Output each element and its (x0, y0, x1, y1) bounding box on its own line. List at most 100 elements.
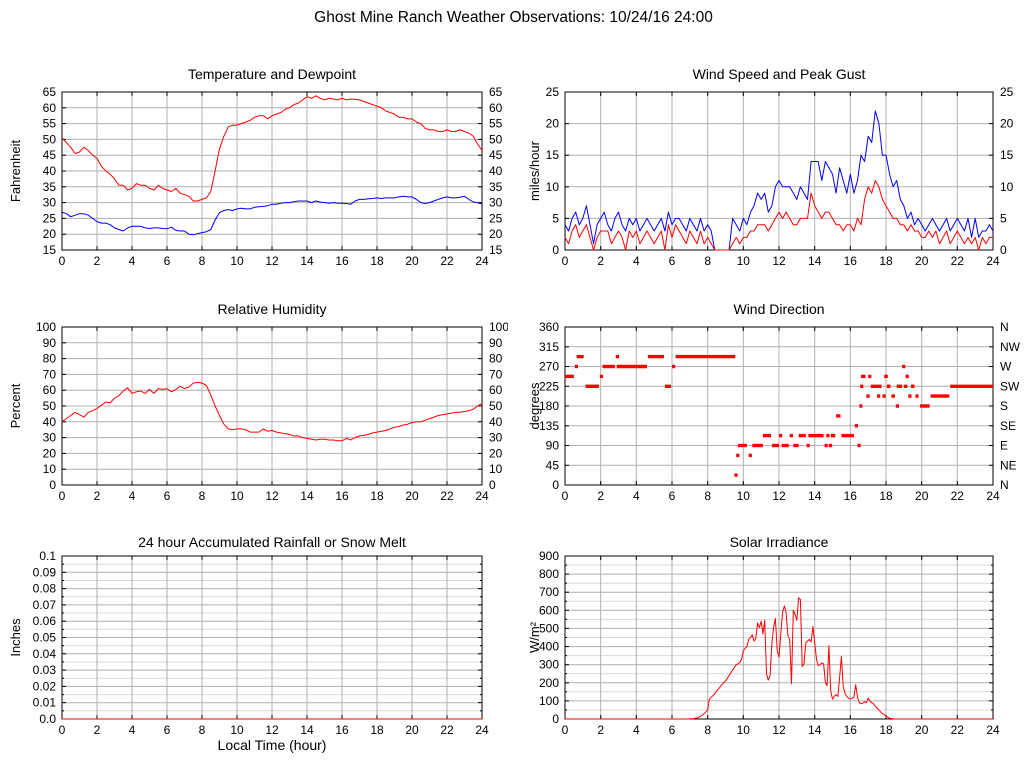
svg-text:22: 22 (951, 254, 965, 268)
svg-text:18: 18 (370, 254, 384, 268)
svg-text:315: 315 (539, 340, 559, 354)
svg-text:E: E (1000, 439, 1008, 453)
svg-text:6: 6 (669, 489, 676, 503)
svg-text:0: 0 (59, 254, 66, 268)
svg-text:10: 10 (230, 254, 244, 268)
svg-text:10: 10 (737, 254, 751, 268)
svg-text:800: 800 (539, 567, 559, 581)
svg-text:0.1: 0.1 (39, 549, 56, 563)
svg-text:15: 15 (43, 243, 57, 257)
svg-text:16: 16 (844, 254, 858, 268)
svg-text:900: 900 (539, 549, 559, 563)
svg-text:10: 10 (230, 723, 244, 737)
svg-text:2: 2 (597, 723, 604, 737)
svg-text:0.05: 0.05 (33, 631, 57, 645)
svg-text:70: 70 (489, 367, 503, 381)
svg-text:24: 24 (986, 254, 1000, 268)
svg-text:15: 15 (489, 243, 503, 257)
svg-text:18: 18 (879, 489, 893, 503)
svg-text:4: 4 (129, 254, 136, 268)
svg-text:0: 0 (49, 478, 56, 492)
svg-text:16: 16 (335, 489, 349, 503)
svg-text:16: 16 (335, 254, 349, 268)
svg-text:40: 40 (489, 415, 503, 429)
svg-text:12: 12 (772, 254, 786, 268)
svg-text:35: 35 (489, 180, 503, 194)
svg-text:100: 100 (489, 320, 508, 334)
svg-text:90: 90 (43, 336, 57, 350)
svg-text:700: 700 (539, 585, 559, 599)
svg-text:25: 25 (43, 211, 57, 225)
svg-text:80: 80 (489, 352, 503, 366)
svg-text:22: 22 (440, 723, 454, 737)
svg-text:16: 16 (844, 723, 858, 737)
x-axis-label: Local Time (hour) (217, 737, 327, 753)
svg-text:10: 10 (43, 462, 57, 476)
svg-text:0.06: 0.06 (33, 614, 57, 628)
svg-text:2: 2 (94, 723, 101, 737)
svg-text:14: 14 (300, 489, 314, 503)
svg-text:N: N (1000, 320, 1009, 334)
svg-text:2: 2 (94, 254, 101, 268)
svg-text:90: 90 (546, 439, 560, 453)
svg-text:12: 12 (265, 489, 279, 503)
svg-text:45: 45 (489, 148, 503, 162)
svg-text:80: 80 (43, 352, 57, 366)
svg-text:35: 35 (43, 180, 57, 194)
svg-text:6: 6 (164, 254, 171, 268)
svg-text:20: 20 (405, 723, 419, 737)
svg-text:SW: SW (1000, 379, 1020, 393)
svg-text:14: 14 (808, 489, 822, 503)
solar-irradiance-plot: 0 2 4 6 8 10 12 14 16 18 20 22 240100200300400500600… (539, 549, 1000, 737)
svg-text:8: 8 (704, 489, 711, 503)
svg-text:45: 45 (546, 458, 560, 472)
svg-text:6: 6 (669, 723, 676, 737)
svg-text:8: 8 (199, 254, 206, 268)
svg-text:2: 2 (597, 254, 604, 268)
dewpoint-line (61, 195, 483, 236)
svg-text:0: 0 (59, 489, 66, 503)
svg-text:14: 14 (808, 723, 822, 737)
svg-text:22: 22 (440, 489, 454, 503)
svg-text:20: 20 (405, 254, 419, 268)
svg-text:0.04: 0.04 (33, 647, 57, 661)
svg-text:22: 22 (440, 254, 454, 268)
svg-text:16: 16 (844, 489, 858, 503)
svg-text:90: 90 (489, 336, 503, 350)
svg-text:50: 50 (489, 132, 503, 146)
svg-text:500: 500 (539, 621, 559, 635)
svg-text:4: 4 (129, 489, 136, 503)
svg-text:360: 360 (539, 320, 559, 334)
svg-text:22: 22 (951, 489, 965, 503)
peak-gust-line (564, 110, 994, 251)
svg-text:50: 50 (43, 399, 57, 413)
svg-text:4: 4 (129, 723, 136, 737)
svg-text:5: 5 (552, 211, 559, 225)
y-axis-label-fahrenheit: Fahrenheit (8, 139, 23, 203)
svg-text:10: 10 (546, 180, 560, 194)
svg-text:0: 0 (489, 478, 496, 492)
svg-text:12: 12 (265, 254, 279, 268)
svg-text:NW: NW (1000, 340, 1021, 354)
svg-text:0: 0 (562, 489, 569, 503)
svg-text:300: 300 (539, 658, 559, 672)
svg-text:4: 4 (633, 254, 640, 268)
svg-text:12: 12 (265, 723, 279, 737)
svg-text:25: 25 (546, 85, 560, 99)
svg-text:55: 55 (489, 117, 503, 131)
svg-text:20: 20 (43, 446, 57, 460)
svg-text:30: 30 (43, 196, 57, 210)
svg-text:20: 20 (1000, 117, 1014, 131)
svg-text:60: 60 (489, 101, 503, 115)
svg-text:S: S (1000, 399, 1008, 413)
svg-text:0.01: 0.01 (33, 696, 57, 710)
wind-speed-line (564, 180, 993, 251)
svg-text:270: 270 (539, 360, 559, 374)
svg-text:0: 0 (59, 723, 66, 737)
svg-text:0: 0 (552, 243, 559, 257)
svg-text:24: 24 (475, 489, 489, 503)
